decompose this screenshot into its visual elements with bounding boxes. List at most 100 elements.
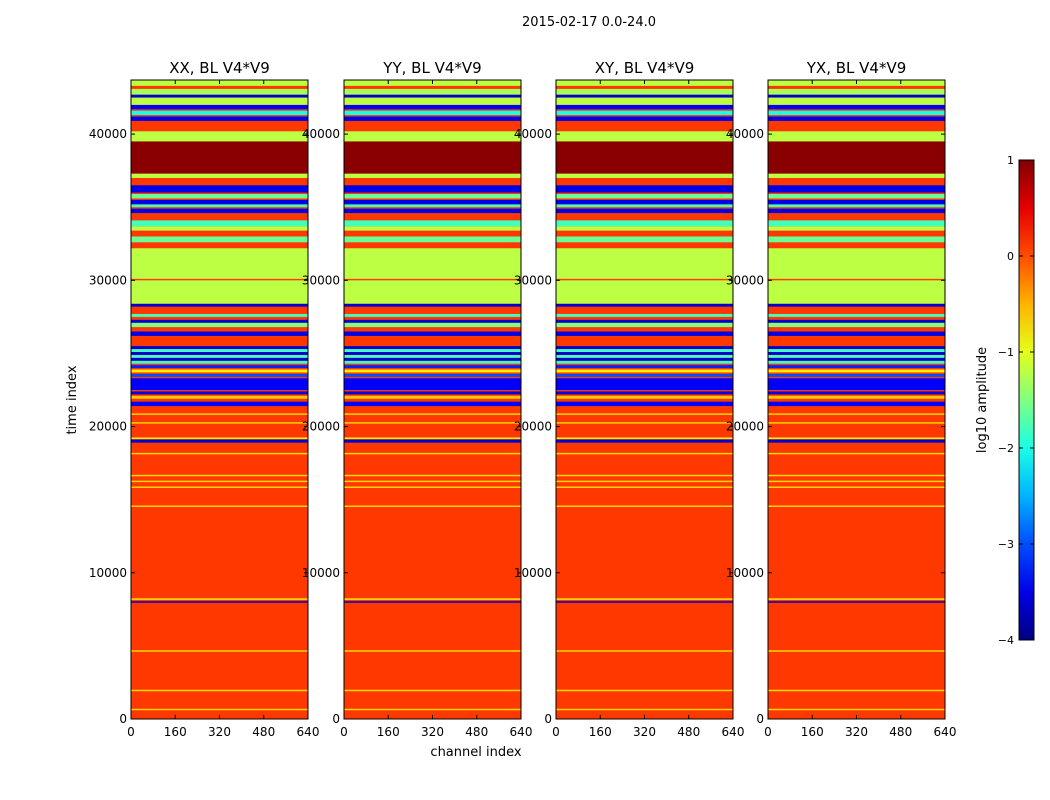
heatmap-band [556, 349, 733, 352]
x-tick-label: 480 [889, 725, 912, 739]
heatmap-band [768, 437, 945, 439]
heatmap-band [556, 199, 733, 205]
heatmap-band [768, 236, 945, 243]
heatmap-band [768, 131, 945, 142]
heatmap-band [768, 199, 945, 205]
y-tick-label: 20000 [302, 420, 340, 434]
heatmap-band [768, 413, 945, 415]
heatmap-band [768, 94, 945, 98]
panel-title: YX, BL V4*V9 [806, 59, 907, 77]
heatmap-band [556, 226, 733, 231]
heatmap-band [131, 141, 308, 174]
heatmap-band [131, 422, 308, 424]
heatmap-band [131, 486, 308, 488]
y-tick-label: 20000 [89, 420, 127, 434]
colorbar-gradient [1018, 159, 1035, 641]
heatmap-band [344, 220, 521, 227]
heatmap-band [131, 88, 308, 95]
heatmap-band [768, 378, 945, 390]
heatmap-band [768, 226, 945, 231]
heatmap-band [556, 141, 733, 174]
heatmap-band [131, 220, 308, 227]
heatmap-panel-2: YY, BL V4*V9 0 160 320 480 640 0 10000 20000 3000… [302, 59, 533, 739]
y-tick-label: 10000 [514, 566, 552, 580]
heatmap-band [768, 346, 945, 350]
y-tick-label: 0 [119, 712, 127, 726]
heatmap-band [768, 97, 945, 105]
heatmap-band [556, 480, 733, 483]
heatmap-band [344, 331, 521, 336]
heatmap-band [768, 120, 945, 132]
colorbar-tick-label: 0 [1007, 250, 1014, 263]
panel-title: YY, BL V4*V9 [382, 59, 481, 77]
heatmap-band [768, 601, 945, 603]
heatmap-band [768, 689, 945, 692]
heatmap-band [344, 208, 521, 214]
heatmap-band [556, 110, 733, 116]
heatmap-band [344, 346, 521, 350]
heatmap-band [131, 357, 308, 361]
heatmap-band [556, 248, 733, 304]
heatmap-band [131, 97, 308, 105]
heatmap-band [344, 177, 521, 184]
heatmap-band [768, 373, 945, 377]
y-tick-label: 0 [756, 712, 764, 726]
heatmap-band [344, 378, 521, 390]
heatmap-band [131, 391, 308, 395]
heatmap-band [344, 85, 521, 89]
heatmap-band [768, 395, 945, 399]
x-tick-label: 160 [164, 725, 187, 739]
heatmap-band [768, 194, 945, 199]
heatmap-band [344, 110, 521, 116]
heatmap-band [556, 85, 733, 89]
heatmap-band [344, 319, 521, 323]
heatmap-band [344, 94, 521, 98]
heatmap-band [344, 313, 521, 317]
heatmap-band [344, 474, 521, 477]
heatmap-band [344, 365, 521, 369]
heatmap-band [556, 185, 733, 193]
heatmap-band [344, 369, 521, 373]
heatmap-band [556, 708, 733, 711]
heatmap-band [556, 689, 733, 692]
heatmap-band [556, 173, 733, 178]
heatmap-band [131, 474, 308, 477]
panel-title: XX, BL V4*V9 [169, 59, 270, 77]
heatmap-band [768, 173, 945, 178]
heatmap-band [344, 116, 521, 121]
heatmap-band [556, 357, 733, 361]
heatmap-band [768, 422, 945, 424]
heatmap-band [131, 360, 308, 364]
colorbar-tick-label: −1 [998, 346, 1014, 359]
heatmap-band [556, 88, 733, 95]
heatmap-band [131, 437, 308, 439]
x-tick-label: 160 [377, 725, 400, 739]
heatmap-band [131, 601, 308, 603]
heatmap-band [556, 601, 733, 603]
heatmap-band [556, 116, 733, 121]
heatmap-band [768, 104, 945, 110]
y-tick-label: 20000 [726, 420, 764, 434]
heatmap-band [344, 422, 521, 424]
heatmap-band [556, 278, 733, 281]
heatmap-band [768, 322, 945, 328]
heatmap-band [556, 486, 733, 488]
heatmap-band [768, 116, 945, 121]
heatmap-band [131, 131, 308, 142]
heatmap-band [556, 346, 733, 350]
heatmap-band [344, 199, 521, 205]
heatmap-band [131, 173, 308, 178]
x-tick-label: 0 [764, 725, 772, 739]
heatmap-band [344, 650, 521, 652]
x-tick-label: 480 [677, 725, 700, 739]
heatmap-band [768, 365, 945, 369]
heatmap-band [344, 278, 521, 281]
heatmap-band [768, 708, 945, 711]
y-tick-label: 0 [544, 712, 552, 726]
colorbar-tick-label: −3 [998, 538, 1014, 551]
heatmap-panels: XX, BL V4*V9 0 160 320 480 640 0 10000 20000 3000… [89, 59, 957, 739]
heatmap-band [131, 94, 308, 98]
x-tick-label: 320 [845, 725, 868, 739]
heatmap-band [131, 365, 308, 369]
x-tick-label: 160 [589, 725, 612, 739]
